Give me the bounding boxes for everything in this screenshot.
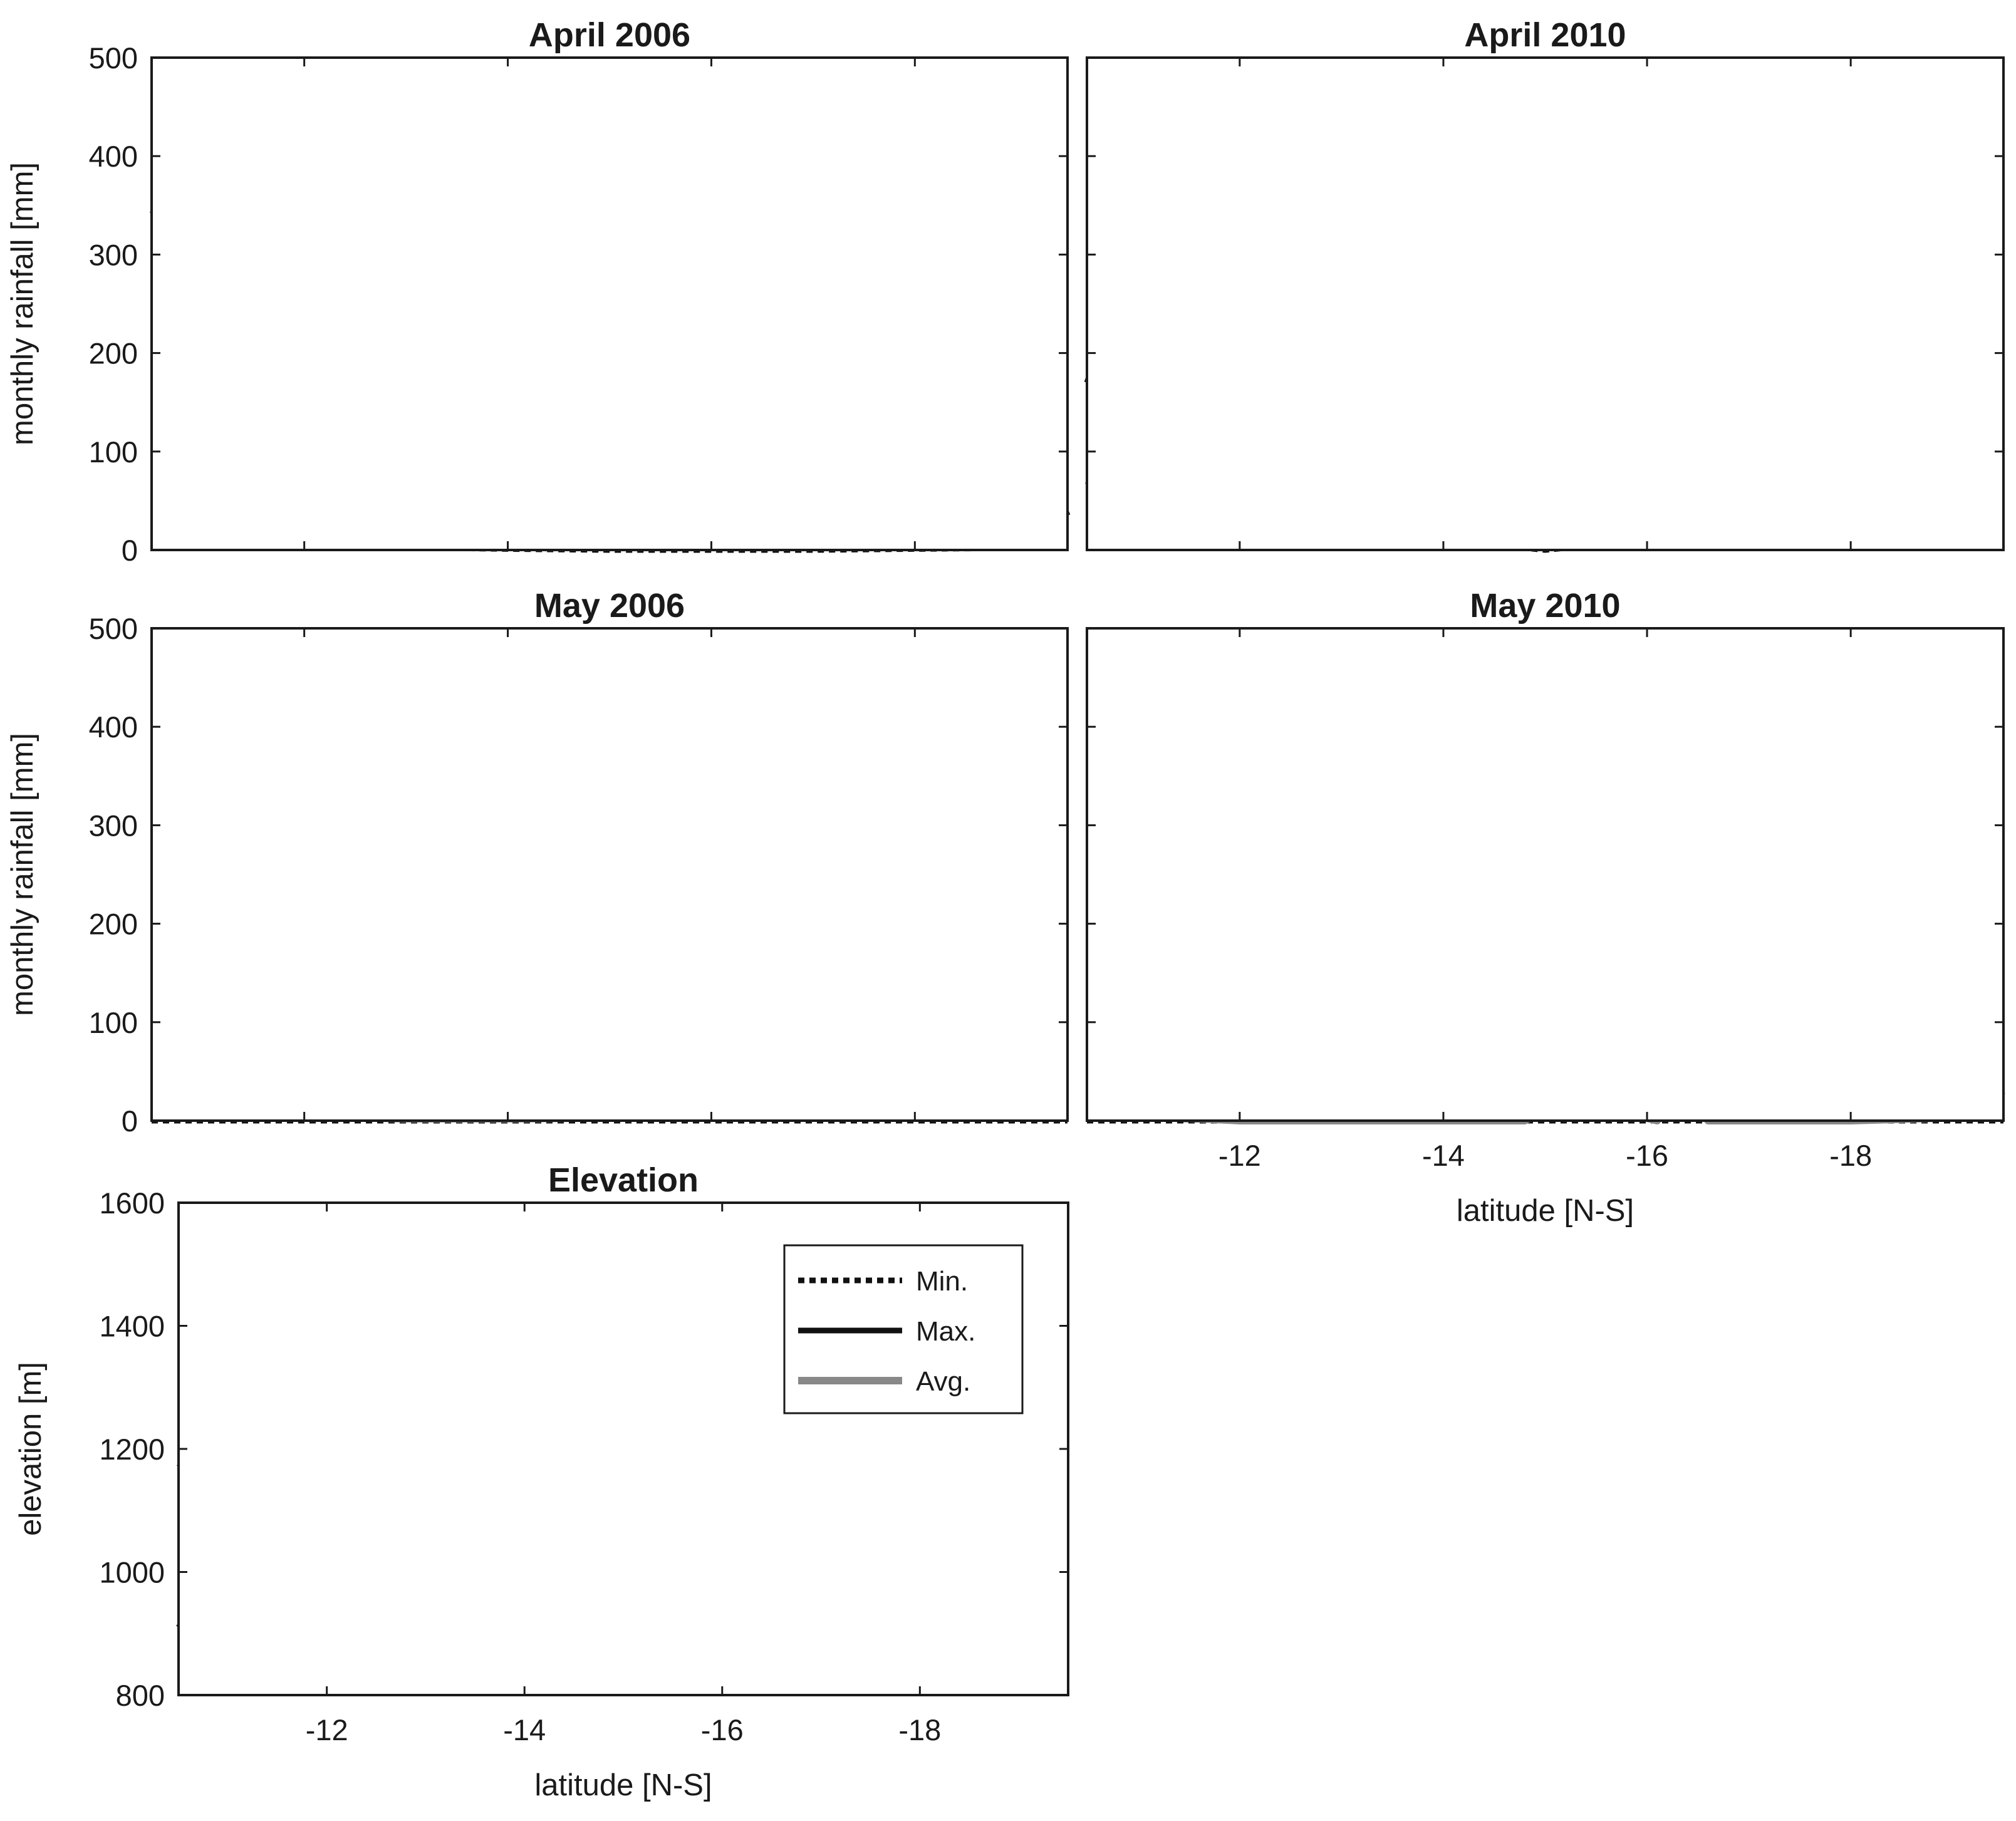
plot-frame [1086,56,2005,551]
panel-april-2010: April 2010 [1084,16,2005,553]
y-tick-label: 300 [89,809,138,842]
y-tick-label: 800 [116,1679,165,1712]
chart-title: April 2010 [1464,16,1626,54]
chart-title: May 2010 [1470,587,1620,625]
y-axis-label: monthly rainfall [mm] [6,162,39,445]
panel-may-2006: May 2006 0 100 200 300 400 500 monthly rainfall… [6,587,1069,1138]
x-tick-label: -12 [306,1713,348,1746]
chart-title: Elevation [548,1161,699,1199]
y-tick-label: 200 [89,337,138,370]
y-tick-label: 200 [89,908,138,941]
y-tick-label: 400 [89,140,138,173]
plot-frame [150,627,1069,1122]
x-tick-label: -16 [701,1713,744,1746]
chart-title: May 2006 [534,587,685,625]
y-tick-label: 0 [122,534,138,567]
x-tick-label: -14 [503,1713,546,1746]
y-tick-label: 0 [122,1104,138,1138]
y-tick-label: 1600 [99,1186,165,1220]
x-tick-label: -18 [1829,1139,1872,1172]
y-tick-label: 1200 [99,1433,165,1466]
y-tick-label: 500 [89,41,138,75]
x-axis-label: latitude [N-S] [534,1768,712,1802]
x-tick-label: -14 [1422,1139,1465,1172]
y-tick-label: 500 [89,612,138,645]
x-tick-label: -16 [1626,1139,1668,1172]
y-axis-label: elevation [m] [14,1362,48,1536]
plot-frame [1086,627,2005,1122]
legend: Min. Max. Avg. [783,1244,1024,1414]
legend-label-max: Max. [916,1316,975,1347]
x-tick-label: -18 [898,1713,941,1746]
panel-april-2006: April 2006 0 100 200 300 400 500 monthly rainfa… [6,16,1071,567]
y-tick-label: 100 [89,435,138,469]
y-tick-label: 1000 [99,1556,165,1589]
y-tick-label: 400 [89,710,138,744]
x-axis-label: latitude [N-S] [1457,1194,1634,1228]
y-axis-label: monthly rainfall [mm] [6,733,39,1016]
y-tick-label: 300 [89,238,138,271]
panel-may-2010: May 2010 -12 -14 -16 -18 latitude [N-S] [1086,587,2005,1228]
y-tick-label: 100 [89,1006,138,1039]
y-tick-label: 1400 [99,1310,165,1343]
chart-title: April 2006 [529,16,690,54]
panel-elevation: Elevation 800 1000 1200 1400 1600 elevation [m… [14,1161,1069,1802]
plot-frame [150,56,1069,551]
legend-label-avg: Avg. [916,1366,970,1397]
x-tick-label: -12 [1218,1139,1261,1172]
legend-label-min: Min. [916,1266,968,1297]
